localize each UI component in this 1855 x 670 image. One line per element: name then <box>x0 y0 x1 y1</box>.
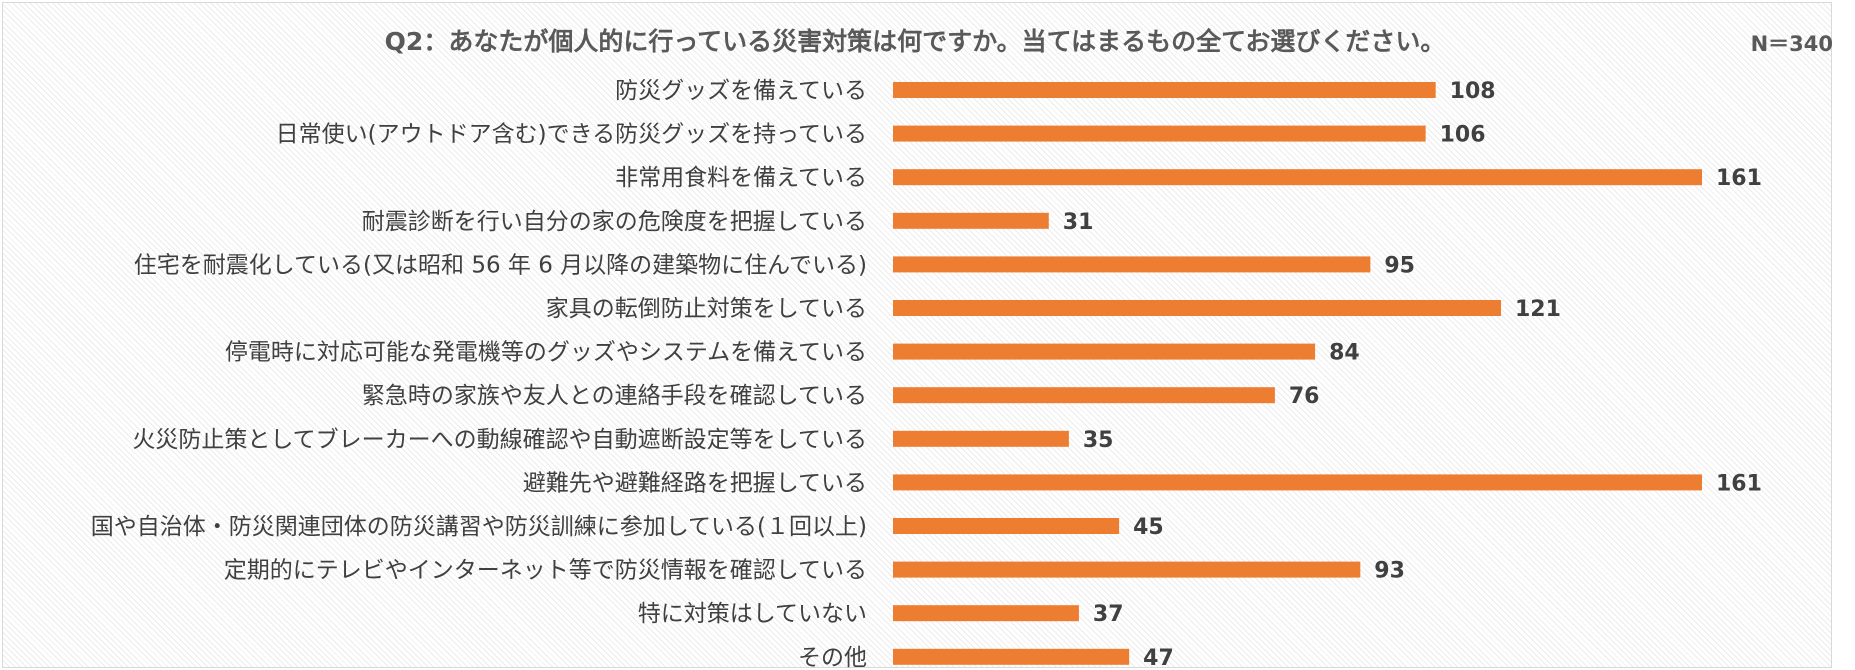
category-label: 住宅を耐震化している(又は昭和 56 年 6 月以降の建築物に住んでいる) <box>134 252 867 278</box>
category-label: 防災グッズを備えている <box>615 78 867 104</box>
bar <box>893 430 1069 447</box>
bar <box>893 605 1079 622</box>
bar <box>893 169 1702 186</box>
category-label: 耐震診断を行い自分の家の危険度を把握している <box>362 209 867 235</box>
value-label: 47 <box>1143 646 1174 670</box>
bar <box>893 82 1436 98</box>
category-label: 緊急時の家族や友人との連絡手段を確認している <box>362 383 867 409</box>
category-label: 家具の転倒防止対策をしている <box>546 296 867 322</box>
value-label: 76 <box>1289 384 1320 409</box>
value-label: 121 <box>1515 297 1561 322</box>
bar <box>893 518 1120 534</box>
bar <box>893 256 1371 273</box>
category-label: 定期的にテレビやインターネット等で防災情報を確認している <box>224 558 867 584</box>
bar <box>893 561 1361 578</box>
category-label: 避難先や避難経路を把握している <box>523 470 867 496</box>
category-label: 特に対策はしていない <box>638 601 867 627</box>
category-label: 国や自治体・防災関連団体の防災講習や防災訓練に参加している(１回以上) <box>91 514 867 540</box>
category-label: 停電時に対応可能な発電機等のグッズやシステムを備えている <box>225 340 867 366</box>
value-label: 31 <box>1063 210 1094 235</box>
bar <box>893 387 1275 404</box>
sample-size-note: N＝340 <box>1750 32 1833 56</box>
bar <box>893 125 1426 142</box>
value-label: 161 <box>1716 471 1762 496</box>
value-label: 45 <box>1133 515 1164 540</box>
bar <box>893 300 1502 316</box>
bar <box>893 212 1049 229</box>
chart-title: Q2：あなたが個人的に行っている災害対策は何ですか。当てはまるもの全てお選びくだ… <box>384 27 1446 56</box>
value-label: 84 <box>1329 341 1360 366</box>
value-label: 161 <box>1716 166 1762 191</box>
value-label: 106 <box>1440 123 1486 148</box>
category-label: 非常用食料を備えている <box>615 165 867 191</box>
bar <box>893 343 1316 360</box>
category-label: その他 <box>798 645 867 670</box>
category-label: 火災防止策としてブレーカーへの動線確認や自動遮断設定等をしている <box>132 427 867 453</box>
value-label: 93 <box>1374 559 1405 584</box>
value-label: 35 <box>1083 428 1114 453</box>
value-label: 37 <box>1093 602 1124 627</box>
value-label: 95 <box>1384 253 1415 278</box>
category-label: 日常使い(アウトドア含む)できる防災グッズを持っている <box>276 122 867 148</box>
bar <box>893 648 1130 665</box>
bar <box>893 474 1702 491</box>
value-label: 108 <box>1450 79 1496 104</box>
